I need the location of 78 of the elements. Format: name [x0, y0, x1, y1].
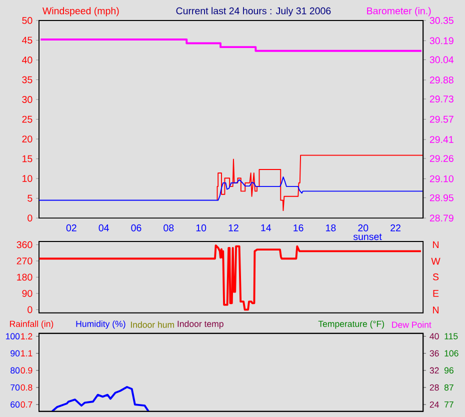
x-tick-label: 20	[358, 224, 368, 232]
y-axis-title: Rainfall (in)	[10, 320, 54, 329]
y2-axis-title: Temperature (°F)	[318, 320, 384, 329]
line-series	[51, 386, 150, 412]
y-tick-label: 30	[22, 96, 32, 103]
x-tick-label: 04	[98, 224, 109, 232]
y2-tick-label: 30.35	[430, 16, 454, 24]
y2-axis-title: Barometer (in.)	[367, 7, 431, 16]
y2-tick-label: 77	[444, 401, 454, 408]
y2-tick-label: 29.10	[430, 175, 454, 182]
line-series	[39, 244, 422, 311]
y-axis-title: Windspeed (mph)	[42, 7, 119, 16]
y-tick-label: 5	[28, 194, 32, 202]
y-tick-label: 0.7	[20, 401, 32, 408]
y-tick-label: 0.9	[20, 367, 32, 374]
y2-tick-label: 29.88	[430, 76, 454, 84]
x-tick-label: 02	[66, 224, 76, 232]
x-tick-label: 14	[261, 224, 272, 232]
x-tick-label: 12	[228, 224, 238, 232]
y2-tick-label: 29.26	[430, 154, 454, 162]
y2-tick-label: 29.57	[430, 116, 454, 123]
y2-tick-label: 40	[430, 333, 439, 340]
y-tick-label: 40	[22, 56, 32, 64]
y2-tick-label: 96	[444, 367, 454, 374]
y2-tick-label: 24	[430, 401, 439, 408]
x-tick-label: 16	[294, 224, 304, 232]
text: S	[432, 273, 439, 280]
y-tick-label: 1.2	[21, 333, 32, 340]
y2-tick-label: 106	[444, 350, 458, 356]
y-tick-label: 50	[22, 16, 32, 24]
y-tick-label: 0	[28, 306, 32, 314]
x-tick-label: 10	[196, 224, 206, 232]
y2-tick-label: 32	[430, 367, 439, 374]
text: Indoor temp	[178, 320, 224, 329]
y-tick-label: 270	[16, 257, 32, 264]
y2-tick-label: 28.95	[430, 194, 454, 202]
y-tick-label: 0.8	[20, 384, 32, 390]
y-tick-label: 10	[22, 174, 32, 182]
y3-axis-title: Humidity (%)	[76, 320, 126, 329]
text: N	[433, 241, 438, 248]
y-tick-label: 20	[22, 135, 32, 142]
y2-tick-label: 29.41	[430, 136, 454, 143]
line-series	[39, 176, 424, 201]
y-tick-label: 360	[16, 241, 32, 248]
y2-tick-label: 28	[430, 384, 439, 390]
text: W	[431, 258, 440, 264]
y2-tick-label: 28.79	[430, 214, 454, 222]
y3-tick-label: 70	[10, 384, 20, 390]
text: E	[433, 290, 439, 297]
y-tick-label: 0	[28, 214, 32, 222]
y-tick-label: 180	[17, 274, 32, 281]
line-series	[216, 154, 424, 211]
chart-title: Current last 24 hours : July 31 2006	[176, 7, 331, 16]
y-tick-label: 45	[22, 36, 32, 44]
x-tick-label: 06	[131, 224, 142, 232]
x-tick-label: 22	[390, 224, 400, 232]
y2-tick-label: 30.04	[430, 56, 454, 64]
y2-tick-label: 30.19	[430, 37, 454, 44]
y2-tick-label: 36	[430, 350, 439, 356]
x-tick-label: 18	[326, 224, 336, 232]
y3-tick-label: 80	[10, 367, 20, 374]
y-tick-label: 15	[22, 155, 32, 162]
y-tick-label: 90	[22, 290, 32, 297]
y-tick-label: 1.1	[21, 350, 32, 356]
y2-tick-label: 87	[444, 384, 454, 390]
y3-tick-label: 90	[10, 350, 20, 356]
text: N	[433, 306, 438, 314]
y-tick-label: 35	[22, 76, 32, 84]
text: sunset	[353, 234, 382, 240]
line-series	[40, 38, 422, 52]
y3-tick-label: 100	[6, 333, 20, 340]
y2-tick-label: 115	[444, 333, 458, 340]
x-tick-label: 08	[164, 224, 174, 232]
y2-tick-label: 29.73	[430, 95, 454, 102]
y3-tick-label: 60	[10, 401, 20, 408]
text: Dew Point	[392, 321, 432, 328]
y-tick-label: 25	[22, 116, 32, 123]
text: Indoor hum	[130, 321, 174, 328]
